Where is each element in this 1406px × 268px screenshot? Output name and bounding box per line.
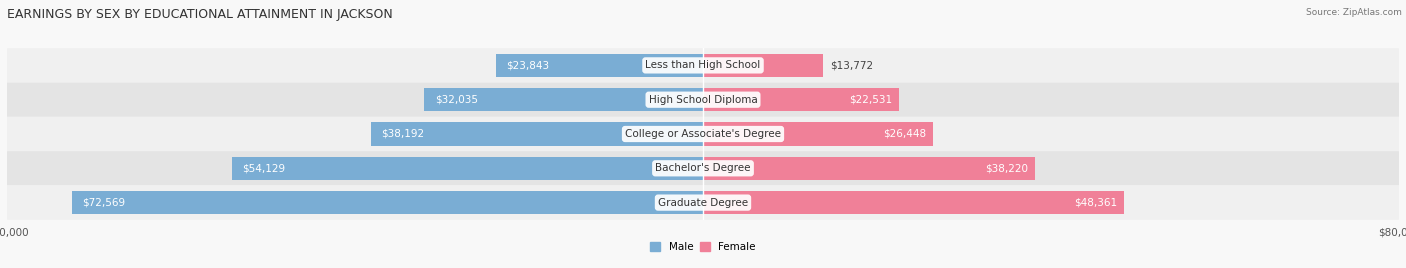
Bar	[703, 191, 1123, 214]
Bar	[371, 122, 703, 146]
Text: $23,843: $23,843	[506, 60, 550, 70]
Bar	[703, 88, 898, 111]
Text: Less than High School: Less than High School	[645, 60, 761, 70]
FancyBboxPatch shape	[7, 151, 1399, 185]
Text: $32,035: $32,035	[434, 95, 478, 105]
Text: Source: ZipAtlas.com: Source: ZipAtlas.com	[1306, 8, 1402, 17]
FancyBboxPatch shape	[7, 83, 1399, 117]
Text: $48,361: $48,361	[1074, 198, 1116, 208]
Bar	[495, 54, 703, 77]
FancyBboxPatch shape	[7, 117, 1399, 151]
Bar	[703, 54, 823, 77]
FancyBboxPatch shape	[7, 185, 1399, 220]
Text: Graduate Degree: Graduate Degree	[658, 198, 748, 208]
Bar	[703, 157, 1035, 180]
Text: $38,192: $38,192	[381, 129, 425, 139]
Text: Bachelor's Degree: Bachelor's Degree	[655, 163, 751, 173]
Legend: Male, Female: Male, Female	[650, 242, 756, 252]
Text: $54,129: $54,129	[243, 163, 285, 173]
Text: EARNINGS BY SEX BY EDUCATIONAL ATTAINMENT IN JACKSON: EARNINGS BY SEX BY EDUCATIONAL ATTAINMEN…	[7, 8, 392, 21]
Text: $13,772: $13,772	[830, 60, 873, 70]
Text: $72,569: $72,569	[82, 198, 125, 208]
Bar	[232, 157, 703, 180]
Text: $22,531: $22,531	[849, 95, 891, 105]
Bar	[72, 191, 703, 214]
Text: College or Associate's Degree: College or Associate's Degree	[626, 129, 780, 139]
FancyBboxPatch shape	[7, 48, 1399, 83]
Text: $38,220: $38,220	[986, 163, 1029, 173]
Text: High School Diploma: High School Diploma	[648, 95, 758, 105]
Bar	[703, 122, 934, 146]
Text: $26,448: $26,448	[883, 129, 927, 139]
Bar	[425, 88, 703, 111]
